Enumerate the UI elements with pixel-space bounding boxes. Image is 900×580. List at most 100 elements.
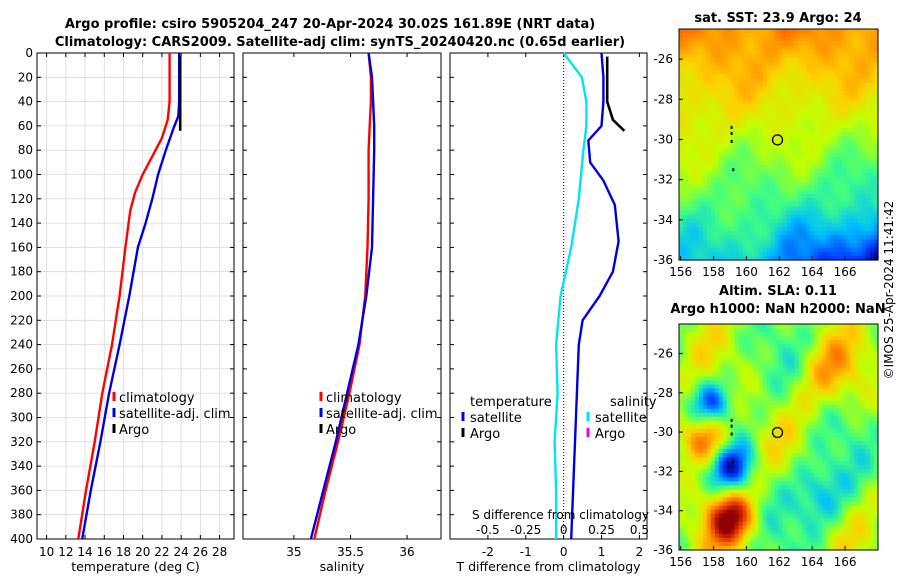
sla-map-cell xyxy=(758,453,764,458)
sst-map-cell xyxy=(794,144,799,150)
sst-map-cell xyxy=(854,173,859,179)
sla-map-cell xyxy=(774,473,780,478)
sst-map-cell xyxy=(706,33,712,38)
sla-map-cell xyxy=(698,364,704,369)
sla-map-cell xyxy=(778,384,784,390)
sst-map-cell xyxy=(690,247,696,253)
sst-map-cell xyxy=(786,111,792,117)
sst-map-cell xyxy=(870,82,875,88)
sla-map-cell xyxy=(750,344,756,349)
sst-map-cell xyxy=(778,70,784,75)
sla-map-cell xyxy=(850,437,855,442)
sla-map-cell xyxy=(762,437,768,442)
sst-map-cell xyxy=(854,82,859,88)
sla-map-cell xyxy=(806,400,811,406)
sst-map-cell xyxy=(750,247,756,253)
sst-map-cell xyxy=(734,206,740,212)
sla-map-cell xyxy=(790,380,796,386)
sst-map-cell xyxy=(770,70,776,75)
sst-map-cell xyxy=(694,148,700,154)
sst-map-cell xyxy=(778,161,784,166)
sla-map-cell xyxy=(682,328,688,333)
sst-map-cell xyxy=(734,119,740,125)
sst-map-cell xyxy=(798,247,803,253)
sla-map-cell xyxy=(679,384,684,390)
sst-map-cell xyxy=(854,62,859,67)
sst-map-cell xyxy=(862,247,867,253)
sla-map-cell xyxy=(790,368,796,374)
sst-map-cell xyxy=(818,57,823,63)
sst-map-cell xyxy=(794,57,799,63)
sst-map-cell xyxy=(722,33,728,38)
x-tick-label: 35.5 xyxy=(337,545,364,559)
sst-map-cell xyxy=(830,235,835,240)
sst-map-cell xyxy=(718,78,724,84)
sla-map-cell xyxy=(766,336,772,341)
sst-map-cell xyxy=(850,53,855,59)
sla-map-cell xyxy=(710,332,716,337)
sst-map-cell xyxy=(862,140,867,146)
sst-map-cell xyxy=(714,198,720,203)
sst-map-cell xyxy=(722,103,728,108)
sst-map-cell xyxy=(718,119,724,125)
sla-map-cell xyxy=(782,352,788,357)
sst-map-cell xyxy=(706,86,712,92)
sla-map-cell xyxy=(794,465,799,470)
sla-map-cell xyxy=(738,420,744,426)
sst-map-cell xyxy=(834,206,839,212)
sla-map-cell xyxy=(686,424,692,430)
sla-map-cell xyxy=(694,424,700,430)
sla-map-cell xyxy=(714,461,720,466)
sst-map-cell xyxy=(758,194,764,199)
sla-map-cell xyxy=(798,348,803,353)
sst-map-cell xyxy=(794,70,799,75)
sla-map-cell xyxy=(754,360,760,365)
sst-map-cell xyxy=(718,185,724,191)
sst-map-cell xyxy=(854,90,859,96)
sla-map-cell xyxy=(742,360,748,365)
sla-map-cell xyxy=(866,420,871,426)
sst-map-cell xyxy=(798,53,803,59)
sst-map-cell xyxy=(782,107,788,113)
sla-map-cell xyxy=(690,428,696,434)
sst-map-cell xyxy=(770,206,776,212)
sla-map-cell xyxy=(774,360,780,365)
sst-map-cell xyxy=(710,132,716,137)
sst-map-cell xyxy=(766,115,772,121)
sla-map-cell xyxy=(722,356,728,361)
sla-map-cell xyxy=(778,473,784,478)
sst-map-cell xyxy=(854,177,859,183)
sla-map-cell xyxy=(782,364,788,369)
sla-map-cell xyxy=(850,445,855,450)
sla-map-cell xyxy=(794,416,799,422)
sla-map-cell xyxy=(810,348,815,353)
sst-map-cell xyxy=(679,62,684,67)
sst-map-cell xyxy=(874,247,879,253)
sst-map-cell xyxy=(718,82,724,88)
sst-map-cell xyxy=(830,227,835,232)
sla-map-cell xyxy=(706,352,712,357)
sla-map-cell xyxy=(818,328,823,333)
sst-map-cell xyxy=(762,70,768,75)
sla-map-cell xyxy=(810,424,815,430)
sla-map-cell xyxy=(702,437,708,442)
sst-map-cell xyxy=(682,123,688,129)
sla-map-cell xyxy=(870,432,875,438)
sst-map-cell xyxy=(834,45,839,51)
sst-map-cell xyxy=(726,243,732,249)
sst-map-cell xyxy=(754,37,760,42)
sst-map-cell xyxy=(830,62,835,67)
sst-map-cell xyxy=(862,53,867,59)
sst-map-cell xyxy=(754,136,760,141)
sst-map-cell xyxy=(762,255,768,261)
sst-map-cell xyxy=(766,181,772,187)
sla-map-cell xyxy=(794,473,799,478)
sst-map-cell xyxy=(742,173,748,179)
sst-map-cell xyxy=(786,123,792,129)
sst-map-cell xyxy=(822,78,827,84)
sst-map-cell xyxy=(714,194,720,199)
sst-map-cell xyxy=(806,177,811,183)
sst-map-cell xyxy=(814,247,819,253)
sst-map-cell xyxy=(758,251,764,257)
sst-map-cell xyxy=(870,90,875,96)
